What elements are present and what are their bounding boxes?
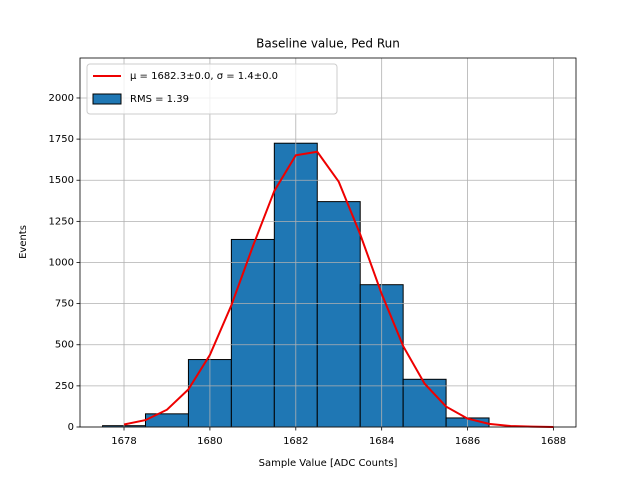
chart-title: Baseline value, Ped Run	[256, 37, 400, 51]
y-tick-label: 1250	[49, 216, 74, 227]
y-tick-label: 0	[68, 422, 74, 433]
legend-label: RMS = 1.39	[130, 94, 189, 105]
bar	[316, 201, 361, 428]
y-tick-label: 500	[55, 340, 74, 351]
y-tick-label: 1000	[49, 257, 74, 268]
x-axis-label: Sample Value [ADC Counts]	[259, 458, 398, 469]
y-axis-label: Events	[18, 225, 29, 259]
legend-box	[86, 63, 338, 115]
x-tick-label: 1684	[369, 436, 394, 447]
x-tick-label: 1688	[541, 436, 566, 447]
plot-frame	[79, 57, 577, 428]
fit-line	[123, 150, 554, 428]
bar	[230, 238, 275, 428]
legend-patch	[92, 93, 122, 105]
x-tick-label: 1682	[283, 436, 308, 447]
y-tick-label: 1750	[49, 134, 74, 145]
bar	[402, 378, 447, 428]
legend-label: μ = 1682.3±0.0, σ = 1.4±0.0	[130, 71, 278, 82]
x-tick-label: 1678	[111, 436, 136, 447]
bar	[144, 413, 189, 428]
y-tick-label: 1500	[49, 175, 74, 186]
y-tick-label: 250	[55, 381, 74, 392]
y-tick-label: 750	[55, 299, 74, 310]
x-tick-label: 1686	[455, 436, 480, 447]
y-tick-label: 2000	[49, 93, 74, 104]
x-tick-label: 1680	[197, 436, 222, 447]
